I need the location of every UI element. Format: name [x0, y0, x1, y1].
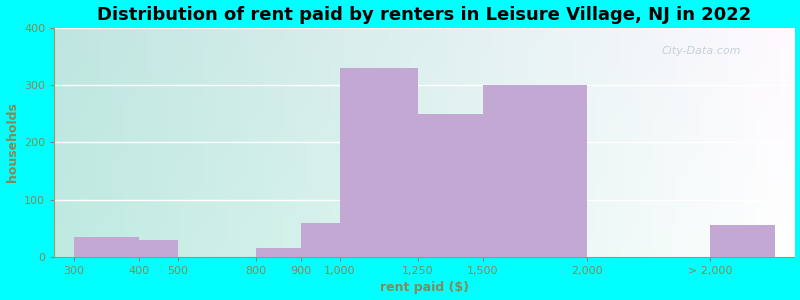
X-axis label: rent paid ($): rent paid ($) [380, 281, 469, 294]
Bar [74, 237, 138, 257]
Title: Distribution of rent paid by renters in Leisure Village, NJ in 2022: Distribution of rent paid by renters in … [98, 6, 751, 24]
Bar [482, 85, 586, 257]
Bar [418, 114, 482, 257]
Text: City-Data.com: City-Data.com [662, 46, 741, 56]
Bar [255, 248, 301, 257]
Bar [710, 225, 775, 257]
Y-axis label: households: households [6, 102, 18, 182]
Bar [340, 68, 418, 257]
Bar [138, 240, 178, 257]
Bar [301, 223, 340, 257]
